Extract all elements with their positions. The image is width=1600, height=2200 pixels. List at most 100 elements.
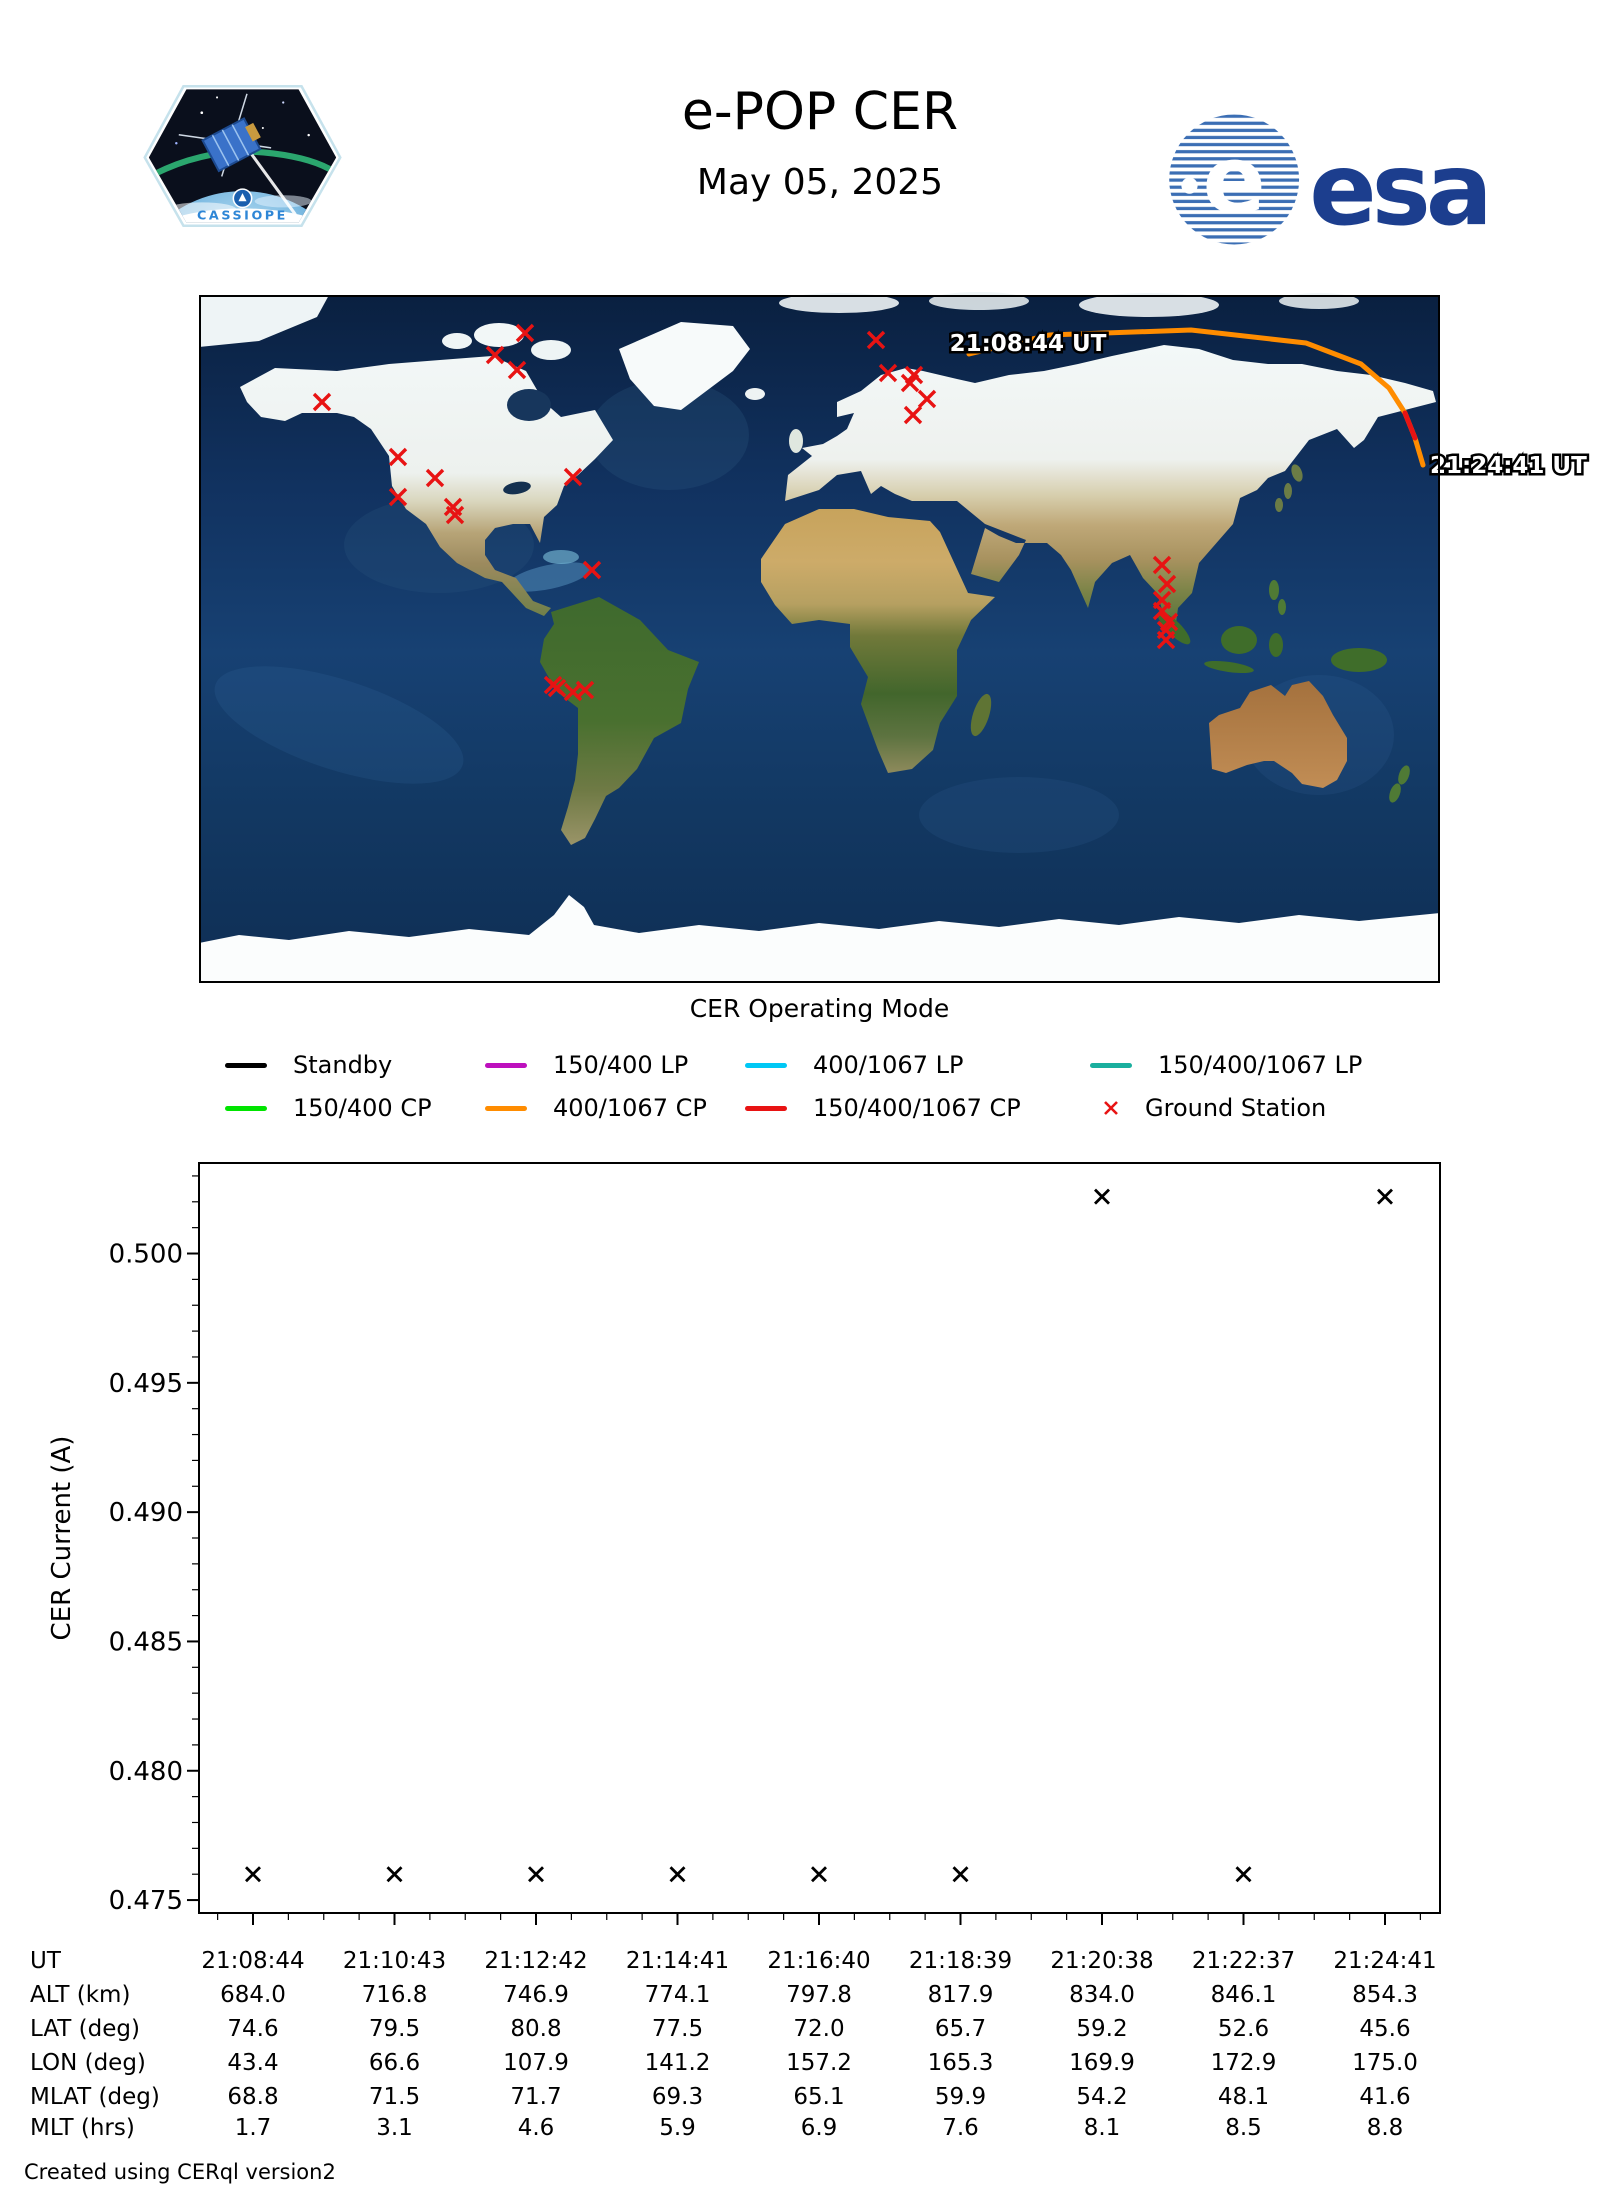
table-cell: 43.4 [227,2050,279,2076]
table-cell: 4.6 [517,2115,555,2141]
ground-station-x-icon [1104,1101,1118,1115]
esa-wordmark: esa [1309,133,1488,248]
y-tick-label: 0.475 [109,1886,183,1916]
table-row-label: LON (deg) [30,2050,146,2076]
table-row-label: MLAT (deg) [30,2084,160,2110]
data-point-marker [952,1866,969,1883]
continent-north-america [240,356,613,616]
track-start-time-label: 21:08:44 UT [950,331,1107,357]
ground-station-marker [878,363,898,383]
ground-station-marker [388,487,408,507]
table-cell: 3.1 [376,2115,413,2141]
table-cell: 172.9 [1210,2050,1277,2076]
y-tick-label: 0.480 [109,1757,183,1787]
y-axis-label: CER Current (A) [47,1436,77,1641]
table-row-ut: UT 21:08:44 21:10:43 21:12:42 21:14:41 21:16:… [0,1946,1600,1976]
table-cell: 21:24:41 [1333,1948,1437,1974]
ground-station-marker [1152,555,1172,575]
table-cell: 21:10:43 [342,1948,447,1974]
data-point-marker [669,1866,686,1883]
data-point-marker [1235,1866,1252,1883]
ground-station-marker [1157,574,1177,594]
table-cell: 746.9 [503,1982,569,2008]
table-cell: 7.6 [942,2115,979,2141]
table-row-label: LAT (deg) [30,2016,140,2042]
data-point-marker [1094,1188,1110,1205]
legend-line-swatch [1090,1062,1132,1068]
patch-satellite [178,93,272,177]
table-cell: 65.1 [793,2084,845,2110]
table-cell: 8.1 [1083,2115,1121,2141]
legend-line-swatch [225,1105,267,1111]
table-cell: 45.6 [1359,2016,1411,2042]
table-cell: 74.6 [227,2016,279,2042]
table-row-label: ALT (km) [30,1982,131,2008]
table-cell: 41.6 [1359,2084,1411,2110]
table-cell: 107.9 [503,2050,569,2076]
table-cell: 846.1 [1210,1982,1277,2008]
data-point-marker [245,1866,261,1883]
ground-station-marker [445,505,465,525]
table-cell: 169.9 [1069,2050,1135,2076]
ground-station-marker [485,345,505,365]
legend-line-swatch [485,1105,527,1111]
legend-item-label: 400/1067 CP [553,1094,707,1122]
legend-item-150-400-1067-cp: 150/400/1067 CP [745,1094,1021,1122]
data-point-marker [528,1866,544,1883]
table-cell: 65.7 [934,2016,987,2042]
table-cell: 774.1 [644,1982,711,2008]
table-row-mlat-deg-: MLAT (deg) 68.8 71.5 71.7 69.3 65.1 59.9 54.2 48… [0,2082,1600,2112]
table-cell: 69.3 [651,2084,704,2110]
table-row-alt-km-: ALT (km) 684.0 716.8 746.9 774.1 797.8 817.9 83… [0,1980,1600,2010]
table-row-lat-deg-: LAT (deg) 74.6 79.5 80.8 77.5 72.0 65.7 59.2 52.… [0,2014,1600,2044]
ground-station-marker [425,468,445,488]
table-cell: 5.9 [659,2115,696,2141]
y-tick-label: 0.490 [109,1498,183,1528]
legend-item-400-1067-lp: 400/1067 LP [745,1051,964,1079]
legend-item-label: 150/400 CP [293,1094,432,1122]
table-cell: 175.0 [1352,2050,1418,2076]
legend-line-swatch [485,1062,527,1068]
legend-line-swatch [745,1105,787,1111]
footer-credit: Created using CERql version2 [24,2160,336,2184]
esa-globe-icon [1169,114,1300,245]
y-tick-label: 0.500 [109,1240,183,1270]
table-cell: 72.0 [793,2016,845,2042]
esa-logo: e esa [1169,114,1493,248]
legend-item-400-1067-cp: 400/1067 CP [485,1094,707,1122]
table-cell: 1.7 [234,2115,272,2141]
table-cell: 8.8 [1366,2115,1404,2141]
table-cell: 854.3 [1352,1982,1418,2008]
page-title: e-POP CER [681,82,959,142]
data-point-marker [386,1866,403,1883]
table-row-label: MLT (hrs) [30,2115,135,2141]
legend-item-ground-station: Ground Station [1090,1094,1326,1122]
ground-track-red-segment [1402,410,1418,441]
continent-antarctica [199,895,1440,983]
table-cell: 797.8 [786,1982,852,2008]
table-cell: 68.8 [227,2084,279,2110]
table-cell: 54.2 [1076,2084,1128,2110]
legend-line-swatch [225,1062,267,1068]
table-row-lon-deg-: LON (deg) 43.4 66.6 107.9 141.2 157.2 165.3 169… [0,2048,1600,2078]
patch-beam [245,146,297,216]
legend-item-standby: Standby [225,1051,392,1079]
ground-station-marker [903,405,923,425]
ground-station-marker [388,447,408,467]
continent-greenland [619,322,750,410]
table-cell: 834.0 [1069,1982,1135,2008]
ground-station-marker [507,360,527,380]
table-cell: 21:16:40 [767,1948,871,1974]
table-cell: 21:18:39 [908,1948,1013,1974]
ground-station-marker [563,467,583,487]
table-cell: 59.2 [1076,2016,1128,2042]
table-row-mlt-hrs-: MLT (hrs) 1.7 3.1 4.6 5.9 6.9 7.6 8.1 8.5 8.8 [0,2113,1600,2143]
continent-africa [761,509,995,773]
legend-item-label: 400/1067 LP [813,1051,964,1079]
cassiope-mission-patch: CASSIOPE [143,84,342,228]
ground-station-marker [1156,630,1176,650]
world-map: 21:08:44 UT 21:24:41 UT [199,292,1590,983]
y-tick-label: 0.485 [109,1627,183,1657]
table-cell: 716.8 [361,1982,428,2008]
